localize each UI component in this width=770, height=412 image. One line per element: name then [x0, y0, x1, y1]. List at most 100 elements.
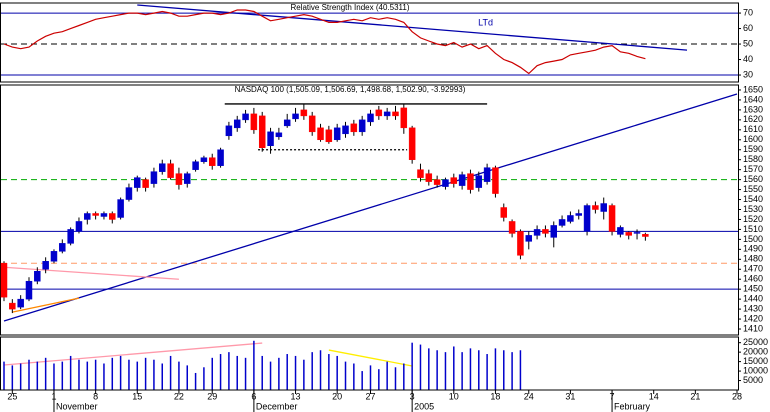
candle-body [308, 115, 316, 133]
candle-body [533, 229, 541, 236]
candle-body [75, 221, 83, 232]
y-tick-label: 1510 [743, 224, 763, 234]
candle-body [100, 213, 108, 217]
y-tick-label: 20000 [743, 347, 768, 357]
candle-body [217, 149, 224, 166]
candle-body [525, 235, 533, 242]
candle-body [317, 127, 324, 141]
y-tick-label: 1640 [743, 94, 763, 104]
month-label: 2005 [414, 401, 434, 411]
rsi-line [3, 9, 646, 75]
trend-line [12, 297, 80, 313]
x-tick-label: 20 [332, 391, 342, 401]
candle-body [508, 221, 516, 234]
candle-body [358, 119, 366, 133]
candle-body [442, 179, 449, 187]
candle-body [500, 207, 508, 218]
candle-body [367, 113, 374, 123]
panel-title: Relative Strength Index (40.5311) [290, 3, 409, 12]
x-tick-label: 27 [365, 391, 375, 401]
y-tick-label: 10000 [743, 365, 768, 375]
candle-body [467, 173, 474, 190]
candle-body [175, 173, 183, 185]
candle-body [200, 157, 208, 162]
candle-body [392, 111, 399, 117]
candle-body [633, 232, 641, 234]
y-tick-label: 25000 [743, 337, 768, 347]
candle-body [192, 161, 199, 170]
candle-body [408, 127, 416, 160]
candle-body [134, 177, 141, 188]
x-tick-label: 15 [132, 391, 142, 401]
candle-body [159, 163, 166, 172]
candle-body [450, 177, 458, 184]
candle-body [425, 173, 433, 182]
y-tick-label: 1450 [743, 284, 763, 294]
candle-body [150, 171, 158, 184]
x-tick-label: 24 [524, 391, 534, 401]
candle-body [267, 131, 274, 147]
candle-body [208, 157, 216, 166]
trend-label: LTd [478, 17, 493, 27]
y-tick-label: 1440 [743, 294, 763, 304]
x-tick-label: 29 [207, 391, 217, 401]
panel-title: NASDAQ 100 (1,505.09, 1,506.69, 1,498.68… [235, 85, 466, 94]
y-tick-label: 1460 [743, 274, 763, 284]
trend-line [3, 342, 263, 366]
x-tick-label: 8 [93, 391, 98, 401]
candle-body [492, 167, 499, 194]
candle-body [67, 229, 74, 244]
candle-body [350, 123, 358, 133]
candle-body [184, 173, 191, 184]
panel-frame [0, 2, 739, 83]
y-tick-label: 1650 [743, 84, 763, 94]
candle-body [275, 132, 283, 138]
y-tick-label: 1590 [743, 144, 763, 154]
candle-body [583, 205, 591, 232]
candle-body [9, 302, 16, 310]
candle-body [142, 179, 149, 188]
candle-body [109, 213, 116, 220]
y-tick-label: 1550 [743, 184, 763, 194]
x-tick-label: 14 [649, 391, 659, 401]
candle-body [375, 109, 383, 117]
candle-body [333, 127, 341, 141]
candle-body [34, 271, 41, 282]
y-tick-label: 15000 [743, 356, 768, 366]
y-tick-label: 1490 [743, 244, 763, 254]
month-label: November [56, 401, 98, 411]
candle-body [292, 113, 299, 120]
candle-body [125, 187, 133, 200]
candle-body [167, 163, 174, 178]
x-tick-label: 18 [490, 391, 500, 401]
candle-body [383, 111, 391, 117]
candle-body [400, 107, 408, 129]
candle-body [542, 229, 549, 234]
y-tick-label: 1520 [743, 214, 763, 224]
candle-body [258, 115, 266, 148]
y-tick-label: 1610 [743, 124, 763, 134]
y-tick-label: 1580 [743, 154, 763, 164]
candle-body [625, 232, 632, 236]
y-tick-label: 1570 [743, 164, 763, 174]
candle-body [250, 113, 258, 131]
y-tick-label: 50 [743, 38, 753, 48]
panel-frame [0, 84, 739, 336]
candle-body [325, 129, 333, 143]
candle-body [0, 263, 8, 298]
candle-body [558, 219, 566, 226]
y-tick-label: 1410 [743, 323, 763, 333]
candle-body [17, 298, 24, 308]
candle-body [608, 205, 616, 232]
month-label: December [256, 401, 298, 411]
panel-frame [0, 336, 739, 391]
candle-body [242, 113, 249, 121]
x-tick-label: 28 [732, 391, 742, 401]
y-tick-label: 1420 [743, 313, 763, 323]
candle-body [42, 261, 49, 270]
y-tick-label: 1430 [743, 303, 763, 313]
month-label: February [614, 401, 651, 411]
x-tick-label: 22 [174, 391, 184, 401]
y-tick-label: 1530 [743, 204, 763, 214]
